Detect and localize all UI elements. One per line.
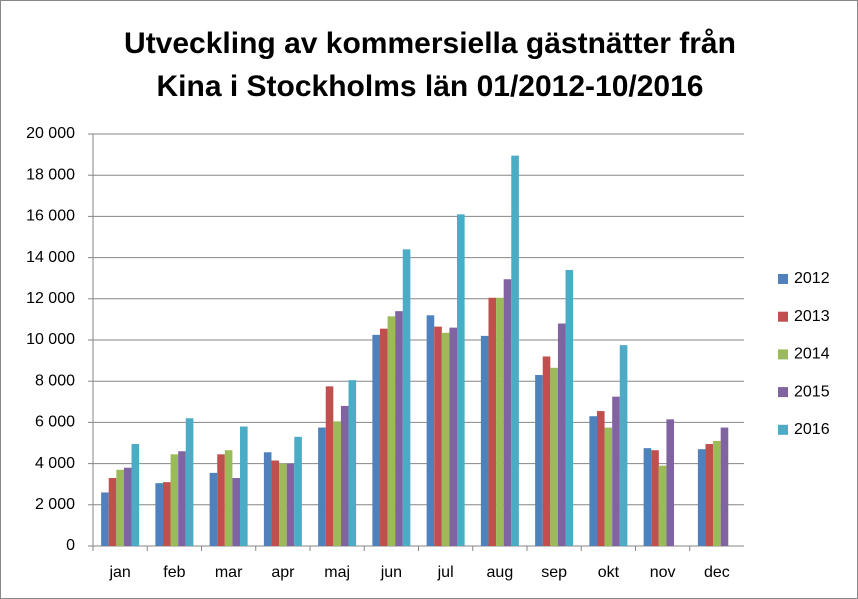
- bar: [480, 335, 489, 546]
- x-tick-label: sep: [541, 564, 567, 581]
- bar: [387, 316, 396, 546]
- y-tick-label: 6 000: [35, 414, 75, 431]
- bar: [612, 396, 620, 546]
- bar: [116, 469, 124, 546]
- y-tick-label: 8 000: [35, 372, 75, 389]
- y-tick-label: 14 000: [26, 249, 75, 266]
- bar: [209, 472, 218, 546]
- bar: [318, 427, 326, 546]
- bar: [325, 386, 334, 546]
- bar: [101, 492, 109, 546]
- x-tick-label: maj: [324, 564, 350, 581]
- y-tick-label: 2 000: [35, 496, 75, 513]
- y-tick-label: 10 000: [26, 331, 75, 348]
- bar: [643, 448, 652, 546]
- legend-swatch: [778, 387, 788, 398]
- bar: [503, 279, 512, 546]
- bar: [565, 269, 574, 546]
- bar: [535, 375, 543, 546]
- bar: [496, 297, 504, 546]
- bar: [240, 426, 248, 546]
- y-tick-label: 16 000: [26, 208, 75, 225]
- bar: [511, 155, 519, 546]
- x-tick-label: dec: [704, 564, 730, 581]
- x-tick-label: feb: [163, 564, 185, 581]
- bar: [596, 411, 605, 546]
- bar: [449, 327, 458, 546]
- bar: [697, 449, 706, 546]
- x-tick-label: mar: [215, 564, 243, 581]
- bar: [286, 463, 295, 546]
- bar: [589, 416, 597, 546]
- bar: [348, 380, 357, 546]
- y-tick-label: 12 000: [26, 290, 75, 307]
- legend-swatch: [778, 274, 788, 284]
- bar: [395, 311, 403, 546]
- x-tick-label: jan: [108, 564, 130, 581]
- bar: [108, 478, 117, 546]
- bar: [232, 478, 241, 546]
- legend-swatch: [778, 349, 788, 360]
- x-tick-label: nov: [650, 564, 676, 581]
- chart-title: Utveckling av kommersiella gästnätter fr…: [124, 27, 736, 60]
- legend-label: 2014: [794, 346, 830, 363]
- bar: [658, 465, 667, 546]
- legend-label: 2012: [794, 270, 830, 287]
- bar: [666, 419, 675, 546]
- bar: [340, 405, 349, 546]
- legend-label: 2016: [794, 421, 830, 438]
- y-tick-label: 4 000: [35, 455, 75, 472]
- bar: [619, 345, 628, 546]
- chart-title: Kina i Stockholms län 01/2012-10/2016: [157, 70, 704, 103]
- bar: [123, 467, 132, 546]
- bar: [294, 436, 302, 546]
- y-tick-label: 20 000: [26, 125, 75, 142]
- bar: [185, 418, 194, 546]
- bar: [162, 482, 171, 546]
- bar: [488, 297, 497, 546]
- bar: [333, 421, 341, 546]
- bar: [705, 444, 714, 546]
- bar: [155, 483, 163, 546]
- bar: [542, 356, 551, 546]
- legend-swatch: [778, 424, 788, 435]
- legend-label: 2015: [794, 383, 830, 400]
- bar: [550, 367, 558, 546]
- x-tick-label: jun: [380, 564, 402, 581]
- bar: [217, 454, 225, 546]
- y-tick-label: 18 000: [26, 166, 75, 183]
- bar: [224, 450, 233, 546]
- x-tick-label: okt: [598, 564, 620, 581]
- bar: [720, 427, 729, 546]
- x-tick-label: jul: [437, 564, 454, 581]
- bar: [170, 454, 179, 546]
- bar: [372, 334, 380, 546]
- legend-label: 2013: [794, 308, 830, 325]
- bar: [402, 249, 411, 547]
- bar: [434, 326, 442, 546]
- bar: [604, 427, 613, 546]
- bar: [263, 452, 272, 546]
- x-tick-label: aug: [487, 564, 514, 581]
- legend-swatch: [778, 311, 788, 322]
- bar: [713, 440, 721, 546]
- bar: [426, 315, 435, 546]
- bar: [557, 323, 566, 546]
- bar: [457, 214, 465, 546]
- bar: [379, 328, 388, 546]
- bar: [279, 463, 287, 546]
- bar: [651, 450, 659, 546]
- bar: [131, 444, 140, 546]
- bar: [178, 451, 186, 546]
- y-tick-label: 0: [66, 537, 75, 554]
- bar: [271, 460, 280, 546]
- x-tick-label: apr: [271, 564, 295, 581]
- bar: [441, 332, 450, 546]
